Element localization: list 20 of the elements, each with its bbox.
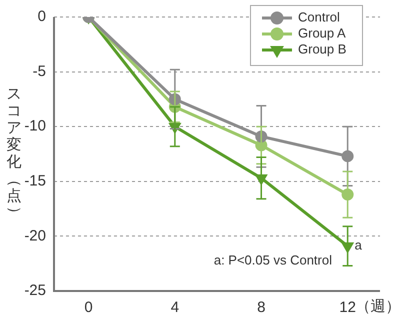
y-tick-label: -10: [24, 118, 46, 135]
x-tick-label: 0: [84, 299, 93, 316]
annotation: a: P<0.05 vs Control: [214, 252, 332, 268]
legend-label: Control: [298, 10, 340, 25]
x-tick-label: 8: [257, 299, 266, 316]
x-tick-label: 4: [170, 299, 180, 316]
x-tick-label: 12: [339, 299, 356, 316]
y-axis-title: スコア変化（点）: [6, 86, 23, 221]
legend-label: Group B: [298, 42, 346, 57]
point: [342, 150, 354, 162]
y-tick-label: -20: [24, 227, 46, 244]
y-tick-label: -25: [24, 282, 46, 300]
legend-label: Group A: [298, 26, 346, 41]
annotation: a: [354, 238, 363, 253]
point: [256, 174, 267, 184]
point: [342, 188, 354, 201]
y-tick-label: -5: [32, 62, 46, 80]
y-tick-label: -15: [24, 172, 46, 190]
x-axis-title: （週）: [356, 298, 400, 316]
y-tick-label: 0: [38, 8, 46, 26]
